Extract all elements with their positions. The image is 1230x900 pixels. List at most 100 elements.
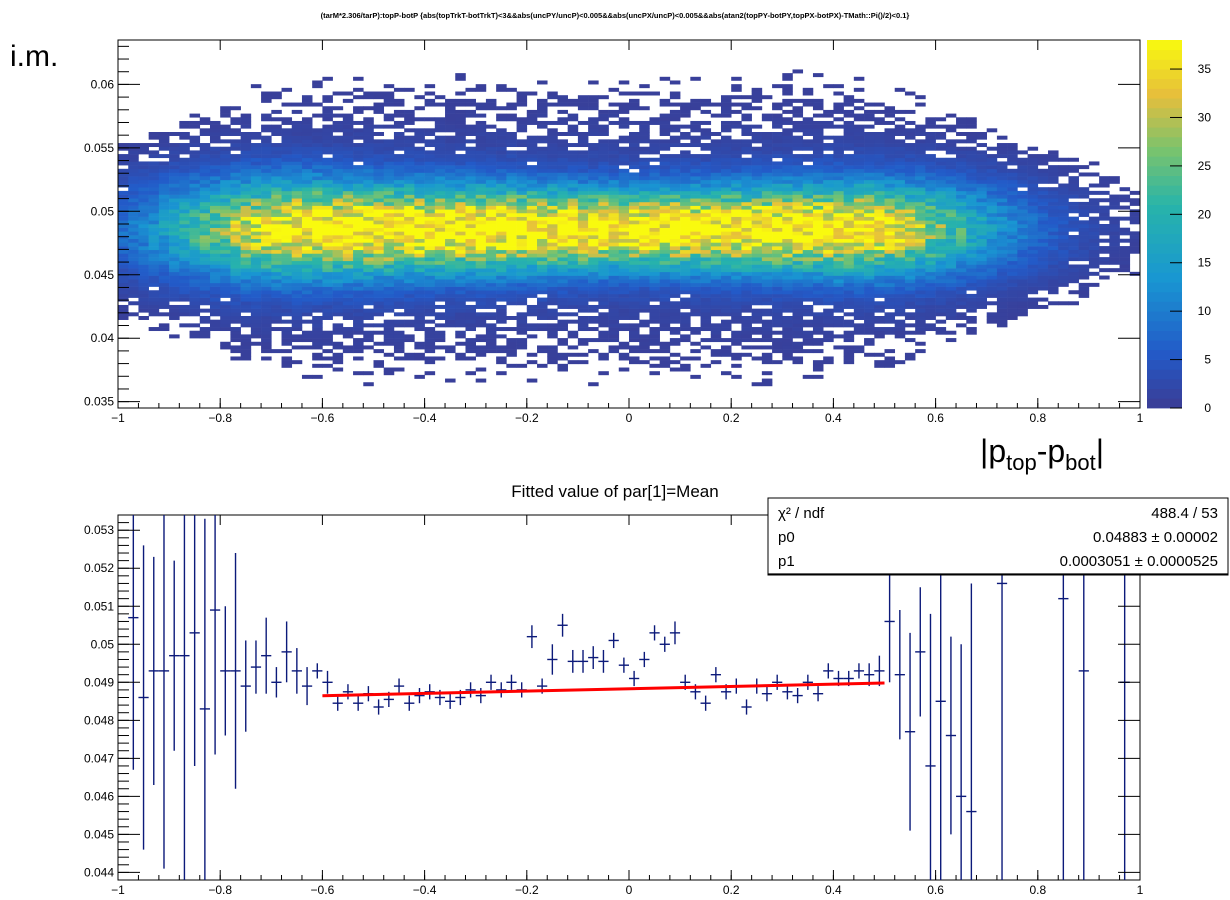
- heatmap-cell: [332, 201, 344, 206]
- heatmap-cell: [823, 220, 834, 225]
- heatmap-cell: [710, 282, 722, 287]
- heatmap-cell: [567, 257, 579, 262]
- heatmap-cell: [138, 271, 149, 276]
- heatmap-cell: [669, 179, 681, 184]
- heatmap-cell: [537, 139, 548, 144]
- heatmap-cell: [169, 198, 180, 203]
- heatmap-cell: [373, 109, 385, 114]
- heatmap-cell: [547, 165, 558, 170]
- heatmap-cell: [301, 227, 313, 232]
- heatmap-cell: [220, 216, 231, 221]
- heatmap-cell: [271, 316, 282, 320]
- heatmap-cell: [904, 290, 916, 295]
- heatmap-cell: [250, 319, 262, 324]
- heatmap-cell: [475, 161, 487, 166]
- heatmap-cell: [240, 194, 252, 199]
- heatmap-cell: [547, 212, 558, 217]
- heatmap-cell: [516, 345, 528, 350]
- heatmap-cell: [659, 308, 671, 313]
- heatmap-cell: [915, 227, 926, 232]
- heatmap-cell: [158, 264, 170, 269]
- heatmap-cell: [884, 132, 896, 136]
- heatmap-cell: [424, 297, 436, 302]
- heatmap-cell: [608, 154, 620, 159]
- heatmap-cell: [332, 143, 344, 148]
- heatmap-cell: [445, 235, 456, 240]
- heatmap-cell: [751, 183, 763, 188]
- heatmap-cell: [322, 282, 333, 287]
- heatmap-cell: [138, 304, 149, 309]
- heatmap-cell: [853, 113, 865, 118]
- heatmap-cell: [322, 95, 333, 100]
- heatmap-cell: [404, 227, 415, 232]
- heatmap-cell: [680, 327, 691, 332]
- heatmap-cell: [629, 179, 640, 184]
- heatmap-cell: [731, 352, 742, 357]
- heatmap-cell: [281, 187, 293, 192]
- heatmap-cell: [496, 176, 507, 181]
- heatmap-cell: [557, 120, 568, 125]
- heatmap-cell: [506, 143, 517, 148]
- heatmap-cell: [833, 301, 844, 306]
- heatmap-cell: [189, 135, 201, 140]
- heatmap-cell: [629, 172, 640, 177]
- heatmap-cell: [874, 216, 885, 221]
- heatmap-cell: [516, 293, 528, 298]
- heatmap-cell: [506, 135, 517, 140]
- heatmap-cell: [864, 282, 875, 287]
- heatmap-cell: [904, 242, 916, 247]
- heatmap-cell: [301, 139, 313, 144]
- heatmap-cell: [271, 275, 282, 280]
- heatmap-cell: [516, 128, 528, 133]
- heatmap-cell: [424, 194, 436, 199]
- heatmap-cell: [577, 235, 589, 240]
- heatmap-cell: [935, 231, 947, 236]
- heatmap-cell: [700, 128, 712, 133]
- heatmap-cell: [935, 209, 947, 214]
- heatmap-cell: [342, 216, 354, 221]
- heatmap-cell: [884, 327, 896, 332]
- heatmap-cell: [782, 183, 793, 188]
- heatmap-cell: [291, 235, 303, 240]
- heatmap-cell: [158, 212, 170, 217]
- heatmap-cell: [710, 205, 722, 210]
- heatmap-cell: [312, 172, 323, 177]
- heatmap-cell: [230, 106, 241, 111]
- heatmap-cell: [537, 224, 548, 228]
- heatmap-cell: [148, 209, 160, 214]
- heatmap-cell: [720, 242, 732, 247]
- heatmap-cell: [884, 349, 896, 354]
- heatmap-cell: [833, 146, 844, 151]
- heatmap-cell: [271, 132, 282, 136]
- heatmap-cell: [291, 334, 303, 339]
- heatmap-cell: [158, 253, 170, 258]
- heatmap-cell: [526, 312, 538, 317]
- heatmap-cell: [904, 249, 916, 254]
- heatmap-cell: [853, 98, 865, 103]
- heatmap-cell: [894, 308, 906, 313]
- heatmap-cell: [271, 154, 282, 159]
- heatmap-cell: [465, 349, 476, 354]
- heatmap-cell: [209, 176, 221, 181]
- heatmap-cell: [792, 341, 804, 346]
- heatmap-cell: [301, 224, 313, 228]
- heatmap-cell: [802, 176, 814, 181]
- heatmap-cell: [680, 323, 691, 328]
- heatmap-cell: [864, 352, 875, 357]
- heatmap-cell: [874, 246, 885, 251]
- heatmap-cell: [700, 297, 712, 302]
- heatmap-cell: [393, 257, 405, 262]
- heatmap-cell: [792, 260, 804, 265]
- heatmap-cell: [710, 260, 722, 265]
- heatmap-cell: [843, 194, 855, 199]
- heatmap-cell: [659, 238, 671, 243]
- heatmap-cell: [843, 253, 855, 258]
- heatmap-cell: [700, 282, 712, 287]
- heatmap-cell: [567, 209, 579, 214]
- heatmap-cell: [669, 117, 681, 122]
- heatmap-cell: [772, 102, 783, 107]
- heatmap-cell: [342, 187, 354, 192]
- heatmap-cell: [526, 352, 538, 357]
- heatmap-cell: [680, 246, 691, 251]
- heatmap-cell: [874, 282, 885, 287]
